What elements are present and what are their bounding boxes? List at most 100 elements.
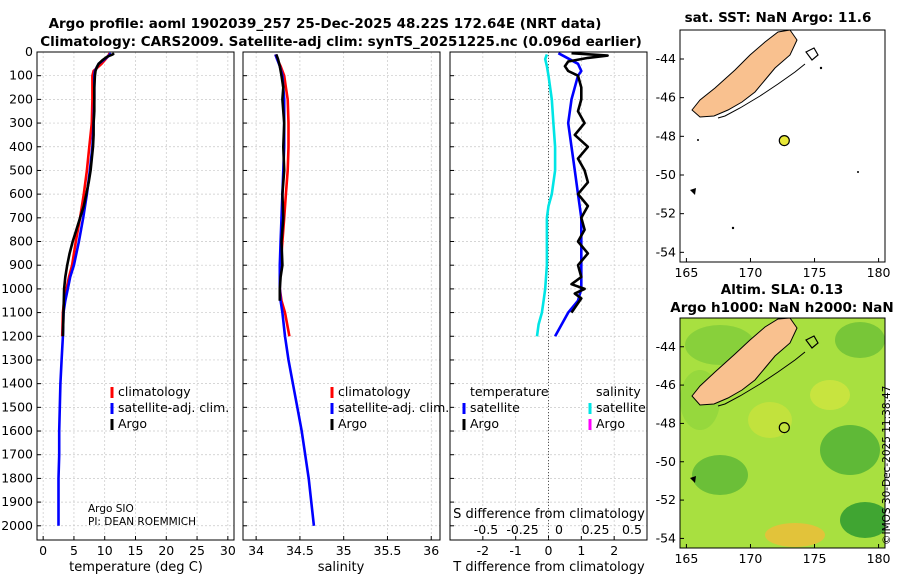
temperature-legend: climatology satellite-adj. clim. Argo bbox=[110, 384, 229, 431]
depth-tick-label: 1700 bbox=[1, 447, 33, 462]
sla-patch bbox=[748, 402, 792, 438]
sla-patch bbox=[692, 455, 748, 495]
temperature-xtick-label: 30 bbox=[220, 543, 236, 558]
sla-patch bbox=[810, 380, 850, 410]
sst-map-south-island bbox=[691, 29, 798, 118]
t-difference-xlabel: T difference from climatology bbox=[452, 560, 645, 575]
annotation-argo-sio: Argo SIO bbox=[88, 503, 134, 515]
difference-xtick-label: -2 bbox=[477, 543, 489, 558]
salinity-legend: climatology satellite-adj. clim. Argo bbox=[330, 384, 449, 431]
sla-map-coast-contour bbox=[717, 351, 806, 407]
temperature-panel: 0100200300400500600700800900100011001200… bbox=[1, 44, 236, 558]
depth-tick-label: 1400 bbox=[1, 376, 33, 391]
temperature-series-line bbox=[61, 52, 115, 337]
sst-map-xtick-label: 165 bbox=[674, 265, 698, 280]
sst-map-islet bbox=[819, 66, 823, 70]
sst-map-title: sat. SST: NaN Argo: 11.6 bbox=[685, 10, 872, 26]
sst-map-islet bbox=[857, 171, 859, 173]
annotation-pi-name: PI: DEAN ROEMMICH bbox=[88, 516, 196, 528]
depth-tick-label: 1000 bbox=[1, 281, 33, 296]
sst-map-float-marker bbox=[778, 135, 790, 147]
sla-map-float-marker bbox=[778, 422, 790, 434]
legend-label-satellite: satellite-adj. clim. bbox=[338, 400, 449, 415]
sla-map-island bbox=[690, 476, 696, 483]
sst-map-xtick-label: 180 bbox=[867, 265, 891, 280]
depth-tick-label: 700 bbox=[9, 210, 33, 225]
salinity-plot-frame bbox=[242, 51, 441, 541]
sst-map-ytick-label: -52 bbox=[656, 206, 676, 221]
temperature-xlabel: temperature (deg C) bbox=[69, 560, 203, 575]
salinity-xtick-label: 36 bbox=[423, 543, 439, 558]
s-difference-label: S difference from climatology bbox=[453, 507, 645, 522]
temperature-xtick-label: 5 bbox=[70, 543, 78, 558]
sst-map-xtick-label: 170 bbox=[739, 265, 763, 280]
sst-map-ticks: 165 170 175 180 -44 -46 -48 -50 -52 -54 bbox=[656, 51, 891, 280]
temperature-xtick-label: 15 bbox=[128, 543, 144, 558]
legend-label-argo: Argo bbox=[338, 416, 367, 431]
temperature-plot-border bbox=[36, 51, 235, 541]
depth-tick-label: 0 bbox=[25, 44, 33, 59]
depth-tick-label: 1500 bbox=[1, 399, 33, 414]
sla-map-ytick-label: -50 bbox=[656, 454, 676, 469]
sla-patch bbox=[765, 523, 825, 547]
salinity-series-line bbox=[275, 53, 286, 301]
depth-tick-label: 300 bbox=[9, 115, 33, 130]
legend-label-s-satellite: satellite bbox=[596, 400, 646, 415]
depth-tick-label: 600 bbox=[9, 186, 33, 201]
sla-patch bbox=[840, 502, 885, 538]
sst-map-coast-contour bbox=[717, 63, 806, 119]
legend-label-climatology: climatology bbox=[338, 384, 411, 399]
depth-tick-label: 200 bbox=[9, 91, 33, 106]
difference-xtick-label: 1 bbox=[577, 543, 585, 558]
temperature-xtick-label: 20 bbox=[158, 543, 174, 558]
temperature-xtick-label: 10 bbox=[97, 543, 113, 558]
s-difference-tick-label: -0.5 bbox=[474, 522, 498, 537]
sst-map-ytick-label: -44 bbox=[656, 51, 676, 66]
sla-patch bbox=[820, 425, 880, 475]
sla-map-xtick-label: 165 bbox=[674, 551, 698, 566]
sla-patch bbox=[835, 322, 885, 358]
salinity-panel: 34 34.5 35 35.5 36 bbox=[242, 51, 441, 558]
temperature-series-group bbox=[57, 52, 115, 526]
salinity-xtick-label: 35 bbox=[336, 543, 352, 558]
sla-map-ytick-label: -54 bbox=[656, 530, 676, 545]
depth-tick-label: 800 bbox=[9, 234, 33, 249]
difference-xtick-label: 0 bbox=[545, 543, 553, 558]
temperature-xtick-label: 0 bbox=[39, 543, 47, 558]
difference-series-line bbox=[563, 52, 609, 314]
sla-map-xtick-label: 175 bbox=[803, 551, 827, 566]
salinity-plot-border bbox=[242, 51, 441, 541]
sla-map-ytick-label: -52 bbox=[656, 492, 676, 507]
depth-tick-label: 500 bbox=[9, 162, 33, 177]
sst-map-islet bbox=[697, 139, 699, 141]
depth-tick-label: 100 bbox=[9, 68, 33, 83]
sst-map-ytick-label: -48 bbox=[656, 128, 676, 143]
figure-title-line1: Argo profile: aoml 1902039_257 25-Dec-20… bbox=[49, 16, 602, 32]
figure-title-line2: Climatology: CARS2009. Satellite-adj cli… bbox=[40, 34, 642, 50]
legend-label-satellite: satellite-adj. clim. bbox=[118, 400, 229, 415]
depth-tick-label: 1100 bbox=[1, 305, 33, 320]
difference-legend: temperature satellite Argo salinity sate… bbox=[462, 384, 646, 431]
sst-map-xtick-label: 175 bbox=[803, 265, 827, 280]
sla-map-island bbox=[805, 335, 819, 349]
s-difference-tick-label: -0.25 bbox=[506, 522, 538, 537]
sla-map-ytick-label: -46 bbox=[656, 377, 676, 392]
sla-map-ticks: 165 170 175 180 -44 -46 -48 -50 -52 -54 bbox=[656, 339, 891, 566]
sst-map-islet bbox=[731, 226, 735, 230]
s-difference-tick-label: 0.25 bbox=[582, 522, 610, 537]
depth-tick-label: 400 bbox=[9, 139, 33, 154]
sla-map-ytick-label: -48 bbox=[656, 415, 676, 430]
s-difference-tick-label: 0.5 bbox=[622, 522, 642, 537]
sst-map-ytick-label: -46 bbox=[656, 90, 676, 105]
legend-label-s-argo: Argo bbox=[596, 416, 625, 431]
temperature-xtick-label: 25 bbox=[189, 543, 205, 558]
legend-title-temperature: temperature bbox=[470, 384, 549, 399]
legend-label-t-satellite: satellite bbox=[470, 400, 520, 415]
sst-map-island bbox=[690, 188, 696, 195]
sla-map-title-line1: Altim. SLA: 0.13 bbox=[721, 282, 843, 298]
difference-series-group bbox=[535, 52, 609, 337]
legend-label-t-argo: Argo bbox=[470, 416, 499, 431]
difference-xtick-label: -1 bbox=[509, 543, 521, 558]
difference-panel: -2 -1 0 1 2-0.5 -0.25 0 0.25 0.5 bbox=[449, 51, 648, 558]
legend-label-climatology: climatology bbox=[118, 384, 191, 399]
